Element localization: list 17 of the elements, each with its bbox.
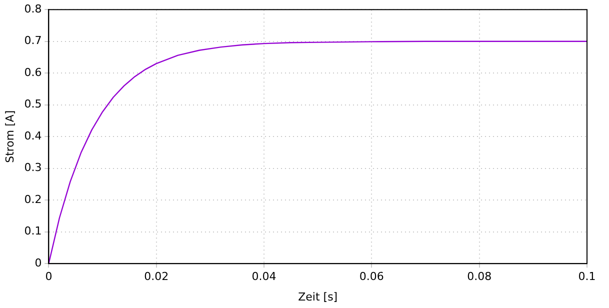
x-tick-label: 0: [45, 270, 52, 284]
y-tick-label: 0.1: [24, 224, 42, 238]
y-axis-title: Strom [A]: [3, 110, 16, 163]
x-axis-title: Zeit [s]: [298, 290, 338, 304]
y-tick-label: 0: [34, 256, 42, 270]
y-tick-label: 0.3: [24, 161, 42, 174]
y-tick-label: 0.8: [24, 2, 42, 16]
x-tick-label: 0.1: [578, 270, 596, 284]
x-tick-label: 0.06: [359, 270, 384, 284]
y-tick-label: 0.4: [24, 129, 42, 142]
x-tick-label: 0.08: [467, 270, 492, 284]
y-tick-label: 0.2: [24, 192, 42, 206]
y-tick-label: 0.7: [24, 34, 42, 48]
x-tick-label: 0.04: [252, 270, 276, 284]
y-tick-label: 0.5: [24, 98, 42, 111]
x-tick-label: 0.02: [144, 270, 169, 284]
y-tick-label: 0.6: [24, 66, 42, 79]
